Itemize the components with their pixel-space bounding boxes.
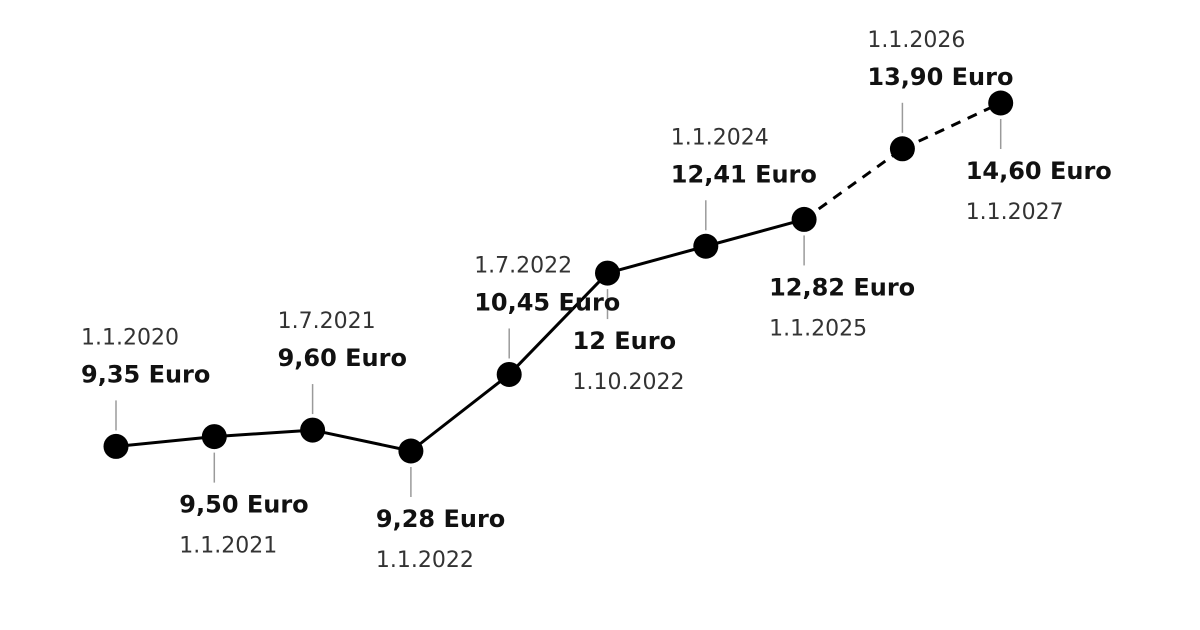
date-label-5: 1.7.2022 xyxy=(474,253,572,278)
value-label-10: 14,60 Euro xyxy=(966,157,1112,185)
data-point-1 xyxy=(103,433,129,459)
data-point-10 xyxy=(988,90,1014,116)
value-label-1: 9,35 Euro xyxy=(81,360,210,388)
data-point-8 xyxy=(791,206,817,232)
line-segments xyxy=(115,101,1002,453)
value-label-8: 12,82 Euro xyxy=(769,273,915,301)
line-segment-3 xyxy=(312,428,412,453)
line-segment-7 xyxy=(705,217,805,248)
value-label-4: 9,28 Euro xyxy=(376,505,505,533)
value-label-3: 9,60 Euro xyxy=(278,344,407,372)
line-segment-2 xyxy=(214,428,313,439)
data-point-5 xyxy=(496,361,522,387)
value-label-7: 12,41 Euro xyxy=(671,160,817,188)
point-labels: 9,35 Euro 1.1.2020 9,50 Euro 1.1.2021 9,60 E… xyxy=(81,28,1112,573)
date-label-10: 1.1.2027 xyxy=(966,200,1064,225)
line-segment-9 xyxy=(901,101,1002,151)
data-point-7 xyxy=(693,233,719,259)
value-label-6: 12 Euro xyxy=(573,327,677,355)
date-label-2: 1.1.2021 xyxy=(179,534,277,559)
date-label-1: 1.1.2020 xyxy=(81,325,179,350)
data-point-3 xyxy=(300,417,326,443)
date-label-7: 1.1.2024 xyxy=(671,125,769,150)
data-point-6 xyxy=(595,260,620,286)
line-segment-4 xyxy=(409,373,511,453)
date-label-8: 1.1.2025 xyxy=(769,316,867,341)
line-segment-1 xyxy=(115,435,215,448)
data-point-4 xyxy=(398,438,424,464)
date-label-6: 1.10.2022 xyxy=(573,370,685,395)
date-label-4: 1.1.2022 xyxy=(376,548,474,573)
value-label-5: 10,45 Euro xyxy=(474,288,620,316)
line-segment-8 xyxy=(803,147,904,221)
date-label-3: 1.7.2021 xyxy=(278,309,376,334)
data-points xyxy=(103,90,1014,464)
data-point-2 xyxy=(201,424,227,450)
value-label-2: 9,50 Euro xyxy=(179,491,308,519)
leader-lines xyxy=(115,102,1002,497)
data-point-9 xyxy=(889,136,915,162)
date-label-9: 1.1.2026 xyxy=(867,28,965,53)
value-label-9: 13,90 Euro xyxy=(867,63,1013,91)
line-segment-6 xyxy=(607,244,707,275)
line-segment-5 xyxy=(508,272,609,376)
